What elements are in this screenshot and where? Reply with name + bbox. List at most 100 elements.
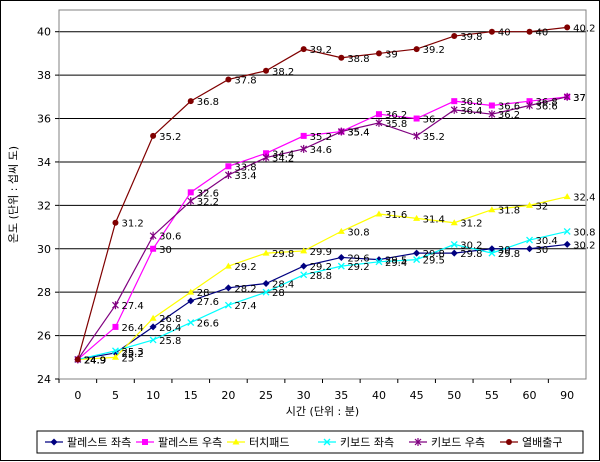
y-tick-label: 34: [37, 156, 51, 169]
legend-marker: [414, 438, 422, 446]
data-point: [563, 227, 571, 235]
data-label: 36.6: [498, 102, 520, 113]
data-label: 37.8: [234, 75, 256, 86]
data-label: 35.2: [159, 132, 181, 143]
data-label: 36: [423, 115, 436, 126]
data-label: 24.9: [84, 355, 106, 366]
data-label: 36.2: [385, 110, 407, 121]
legend-entry: 팔레스트 좌측: [67, 436, 131, 449]
data-point: [451, 98, 458, 105]
data-point: [187, 288, 195, 295]
data-label: 30: [159, 245, 172, 256]
data-point: [413, 214, 421, 221]
x-tick-label: 20: [221, 389, 235, 402]
x-tick-label: 30: [297, 389, 311, 402]
data-label: 29.5: [385, 256, 407, 267]
data-label: 29.2: [234, 262, 256, 273]
data-label: 35.2: [310, 132, 332, 143]
series-circle: [74, 24, 571, 363]
data-point: [300, 247, 308, 254]
data-point: [112, 219, 119, 226]
data-point: [74, 356, 81, 363]
legend: 팔레스트 좌측 팔레스트 우측 터치패드 키보드 좌측 키보드 우측 열배출구: [36, 430, 584, 454]
data-label: 38.2: [272, 67, 294, 78]
data-point: [300, 262, 308, 270]
data-label: 39: [385, 49, 398, 60]
data-label: 32.2: [197, 197, 219, 208]
data-label: 40: [536, 28, 549, 39]
y-tick-label: 30: [37, 243, 51, 256]
series-line: [77, 230, 568, 361]
data-label: 27.4: [121, 301, 143, 312]
data-label: 25.2: [121, 349, 143, 360]
data-label: 29.8: [460, 249, 482, 260]
data-label: 29.8: [272, 249, 294, 260]
y-tick-label: 36: [37, 113, 51, 126]
data-point: [187, 297, 195, 305]
data-point: [112, 323, 119, 330]
data-label: 30.2: [460, 240, 482, 251]
data-point: [224, 301, 232, 309]
data-point: [150, 245, 157, 252]
data-point: [187, 98, 194, 105]
data-point: [187, 197, 195, 206]
data-label: 36.4: [460, 106, 482, 117]
data-point: [111, 353, 119, 360]
data-label: 31.2: [121, 219, 143, 230]
data-point: [526, 236, 533, 244]
y-axis-ticks: 24 26 28 30 32 34 36 38 40: [37, 26, 59, 386]
legend-entry: 터치패드: [249, 436, 289, 449]
series-line: [77, 26, 568, 360]
data-label: 34.6: [310, 145, 332, 156]
data-label: 26.4: [121, 323, 143, 334]
x-axis-title: 시간 (단위 : 분): [286, 405, 359, 418]
data-label: 24.9: [84, 355, 106, 366]
data-label: 30.4: [536, 236, 558, 247]
data-label: 31.6: [385, 210, 407, 221]
data-label: 38.8: [347, 54, 369, 65]
series-line: [77, 96, 568, 360]
data-point: [150, 132, 157, 139]
legend-box: [36, 430, 584, 454]
data-point: [300, 46, 307, 53]
legend-entry: 키보드 우측: [431, 436, 485, 449]
data-label: 32.6: [197, 188, 219, 199]
data-label: 27.4: [234, 301, 256, 312]
data-label: 26.6: [197, 319, 219, 330]
data-label: 30.6: [159, 232, 181, 243]
data-point: [337, 227, 345, 234]
data-point: [450, 105, 458, 114]
x-tick-label: 60: [523, 389, 537, 402]
data-label: 36.8: [197, 97, 219, 108]
data-label: 24.9: [84, 355, 106, 366]
data-label: 37: [573, 93, 586, 104]
series-line: [77, 96, 568, 360]
series-star: [74, 92, 571, 364]
data-point: [112, 301, 119, 310]
data-label: 32: [536, 201, 549, 212]
data-label: 28.4: [272, 279, 294, 290]
data-label: 33.4: [234, 171, 256, 182]
series-diamond: [74, 240, 571, 363]
data-label: 28.2: [234, 284, 256, 295]
data-label: 35.2: [423, 132, 445, 143]
data-point: [450, 240, 458, 248]
data-point: [262, 288, 270, 296]
data-point: [450, 219, 458, 226]
data-label: 28.8: [310, 271, 332, 282]
data-label: 25.3: [121, 347, 143, 358]
data-label: 30: [498, 245, 511, 256]
x-tick-label: 10: [146, 389, 160, 402]
data-point: [563, 92, 571, 101]
data-label: 28: [272, 288, 285, 299]
data-point: [149, 231, 157, 240]
data-point: [337, 262, 345, 270]
legend-entry: 팔레스트 우측: [158, 436, 222, 449]
data-point: [262, 279, 270, 287]
series-line: [77, 243, 568, 361]
data-point: [526, 101, 533, 110]
data-label: 36.2: [498, 110, 520, 121]
data-point: [413, 115, 420, 122]
y-axis-title: 온도 (단위 : 섭씨 도): [7, 146, 20, 243]
